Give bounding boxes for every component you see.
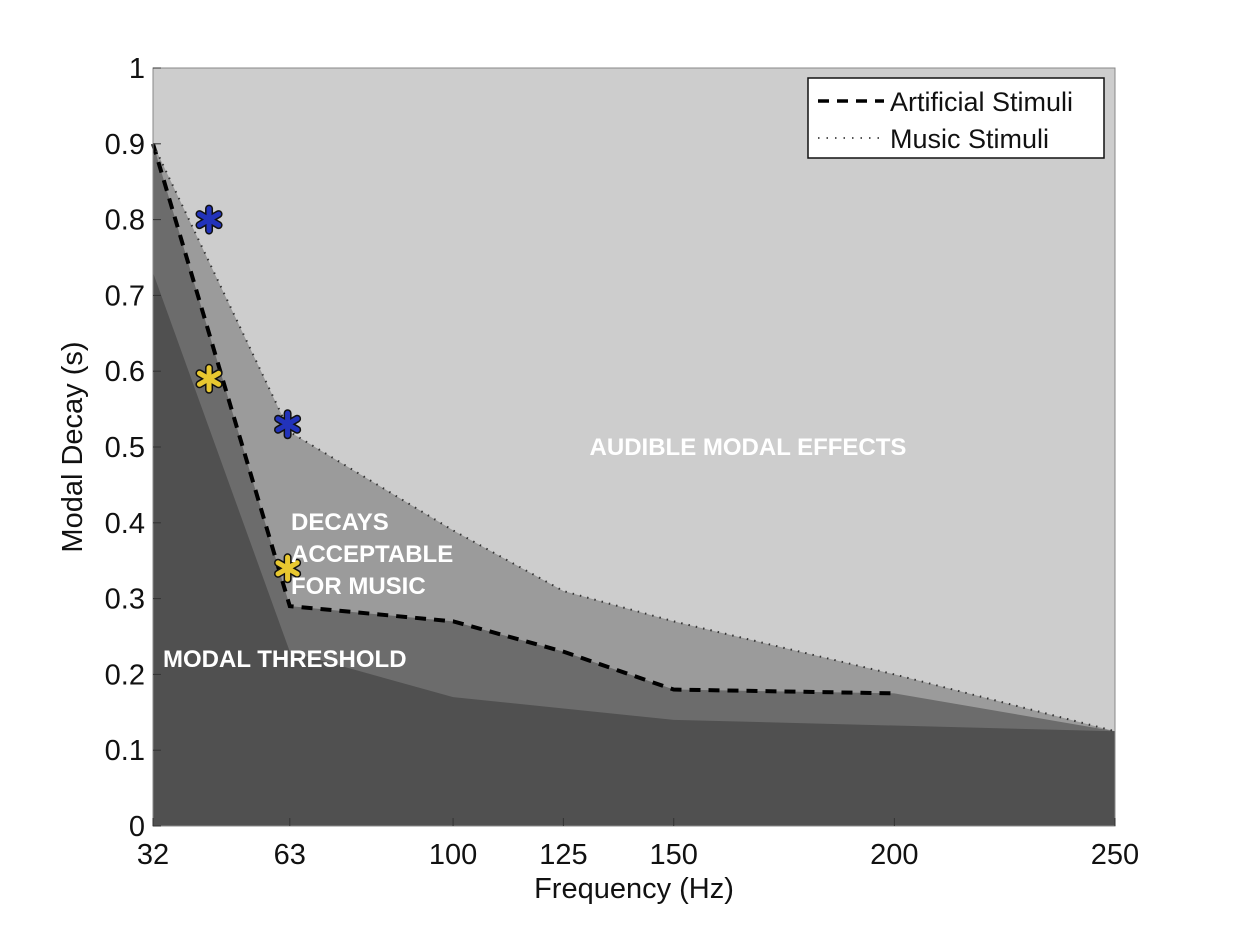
y-tick-label: 0.9 <box>105 129 145 161</box>
y-tick-label: 0.2 <box>105 659 145 691</box>
x-tick-label: 100 <box>429 839 477 871</box>
y-tick-label: 0.8 <box>105 205 145 237</box>
y-tick-label: 0 <box>129 811 145 843</box>
x-tick-label: 250 <box>1091 839 1139 871</box>
annotation-audible: AUDIBLE MODAL EFFECTS <box>590 434 907 461</box>
x-ticks: 32 63 100 125 150 200 250 <box>137 818 1139 871</box>
y-tick-label: 0.6 <box>105 356 145 388</box>
legend-box <box>807 77 1105 159</box>
y-axis-label: Modal Decay (s) <box>57 341 89 552</box>
markers <box>195 204 302 584</box>
legend-label-artificial: Artificial Stimuli <box>890 87 1073 117</box>
annotation-threshold: MODAL THRESHOLD <box>163 646 407 673</box>
annotation-decays-1: DECAYS <box>291 509 389 536</box>
y-tick-label: 0.4 <box>105 508 145 540</box>
annotation-decays-2: ACCEPTABLE <box>291 541 453 568</box>
x-tick-label: 32 <box>137 839 169 871</box>
asterisk-stroke <box>196 211 222 228</box>
asterisk-stroke <box>275 416 300 433</box>
region-3 <box>153 272 1115 826</box>
y-tick-label: 1 <box>129 53 145 85</box>
asterisk-stroke <box>196 370 222 387</box>
annotation-decays-3: FOR MUSIC <box>291 573 426 600</box>
y-ticks: 0 0.1 0.2 0.3 0.4 0.5 0.6 0.7 0.8 0.9 1 <box>105 53 161 843</box>
asterisk-marker <box>195 363 223 394</box>
y-tick-label: 0.3 <box>105 584 145 616</box>
asterisk-marker <box>195 204 223 235</box>
y-tick-label: 0.7 <box>105 280 145 312</box>
x-tick-label: 125 <box>539 839 587 871</box>
asterisk-marker <box>274 409 302 440</box>
regions <box>153 68 1115 827</box>
x-tick-label: 200 <box>870 839 918 871</box>
x-tick-label: 150 <box>650 839 698 871</box>
asterisk-stroke <box>275 560 300 577</box>
region-2 <box>153 143 1115 827</box>
legend: Artificial Stimuli Music Stimuli <box>807 77 1105 159</box>
series-line-dashed <box>151 143 895 696</box>
x-axis-label: Frequency (Hz) <box>534 873 734 905</box>
x-tick-label: 63 <box>274 839 306 871</box>
y-tick-label: 0.1 <box>105 735 145 767</box>
series-lines <box>151 143 1116 733</box>
y-tick-label: 0.5 <box>105 432 145 464</box>
asterisk-marker <box>274 553 302 584</box>
legend-label-music: Music Stimuli <box>890 124 1049 154</box>
